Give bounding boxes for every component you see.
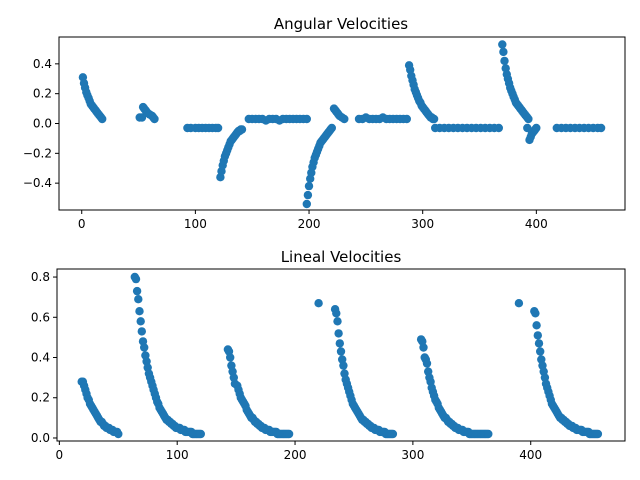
angular-y-tick-label: −0.2 [23, 146, 52, 160]
lineal-point [514, 299, 524, 308]
angular-point [402, 114, 411, 124]
lineal-point [532, 321, 541, 330]
angular-point [340, 114, 349, 124]
lineal-point [335, 339, 344, 348]
angular-velocities-panel: Angular Velocities 0 100 200 300 400 0.40.20… [23, 15, 626, 231]
angular-point [137, 113, 147, 122]
angular-point [498, 40, 507, 49]
lineal-x-tick-label: 100 [166, 448, 189, 462]
angular-x-tick-label: 400 [525, 217, 548, 231]
lineal-velocities-panel: Lineal Velocities 0 100 200 300 400 0.80.60.… [31, 248, 626, 462]
angular-point [213, 123, 223, 133]
lineal-point [533, 331, 542, 340]
angular-point [303, 190, 313, 200]
lineal-point [314, 299, 323, 308]
lineal-point [135, 307, 144, 316]
lineal-point [332, 309, 341, 318]
angular-point [429, 114, 439, 124]
angular-y-tick-label: −0.4 [23, 176, 52, 190]
angular-point [532, 123, 541, 133]
lineal-point [484, 429, 493, 439]
lineal-velocities-plot-frame [56, 268, 626, 442]
angular-point [327, 123, 336, 133]
lineal-x-tick-label: 300 [401, 448, 424, 462]
lineal-velocities-points [77, 272, 603, 439]
lineal-velocities-y-axis: 0.8 0.6 0.4 0.2 0.0 [31, 270, 57, 445]
lineal-y-tick-label: 0.4 [31, 351, 50, 365]
angular-point [98, 114, 107, 124]
angular-point [524, 114, 533, 124]
lineal-point [137, 327, 146, 336]
angular-point [596, 123, 606, 133]
angular-x-tick-label: 0 [78, 217, 86, 231]
angular-velocities-points [78, 40, 606, 209]
lineal-point [196, 429, 205, 439]
lineal-point [140, 343, 149, 352]
lineal-y-tick-label: 0.0 [31, 431, 50, 445]
lineal-x-tick-label: 400 [519, 448, 542, 462]
lineal-velocities-title: Lineal Velocities [281, 248, 402, 266]
lineal-point [531, 309, 540, 318]
angular-point [302, 199, 311, 209]
lineal-y-tick-label: 0.2 [31, 391, 50, 405]
lineal-point [534, 339, 544, 348]
lineal-point [134, 295, 143, 304]
lineal-x-tick-label: 0 [56, 448, 64, 462]
lineal-point [333, 317, 342, 326]
lineal-point [226, 353, 235, 362]
lineal-y-tick-label: 0.6 [31, 310, 50, 324]
lineal-point [419, 343, 428, 352]
lineal-point [131, 274, 141, 284]
angular-x-tick-label: 300 [411, 217, 434, 231]
angular-point [499, 47, 508, 57]
angular-velocities-x-axis: 0 100 200 300 400 [78, 210, 548, 231]
angular-y-tick-label: 0.0 [33, 117, 52, 131]
angular-x-tick-label: 100 [184, 217, 207, 231]
lineal-x-tick-label: 200 [284, 448, 307, 462]
angular-velocities-title: Angular Velocities [274, 15, 408, 33]
lineal-point [339, 361, 348, 370]
lineal-point [336, 347, 346, 356]
angular-point [150, 114, 159, 124]
lineal-point [593, 429, 603, 439]
angular-velocities-plot-frame [58, 36, 626, 211]
angular-point [304, 181, 314, 191]
lineal-point [334, 329, 343, 338]
angular-point [500, 56, 509, 66]
lineal-point [132, 286, 142, 296]
lineal-point [284, 429, 294, 439]
angular-point [237, 125, 247, 134]
angular-x-tick-label: 200 [298, 217, 321, 231]
lineal-point [136, 317, 145, 326]
lineal-y-tick-label: 0.8 [31, 270, 50, 284]
angular-velocities-y-axis: 0.4 0.2 0.0 −0.2 −0.4 [23, 57, 59, 190]
angular-point [302, 114, 311, 124]
angular-point [494, 123, 503, 133]
angular-y-tick-label: 0.4 [33, 57, 52, 71]
lineal-point [388, 429, 398, 439]
angular-y-tick-label: 0.2 [33, 87, 52, 101]
lineal-point [536, 347, 545, 356]
lineal-point [422, 359, 432, 368]
lineal-velocities-x-axis: 0 100 200 300 400 [56, 441, 542, 462]
lineal-point [114, 429, 123, 439]
